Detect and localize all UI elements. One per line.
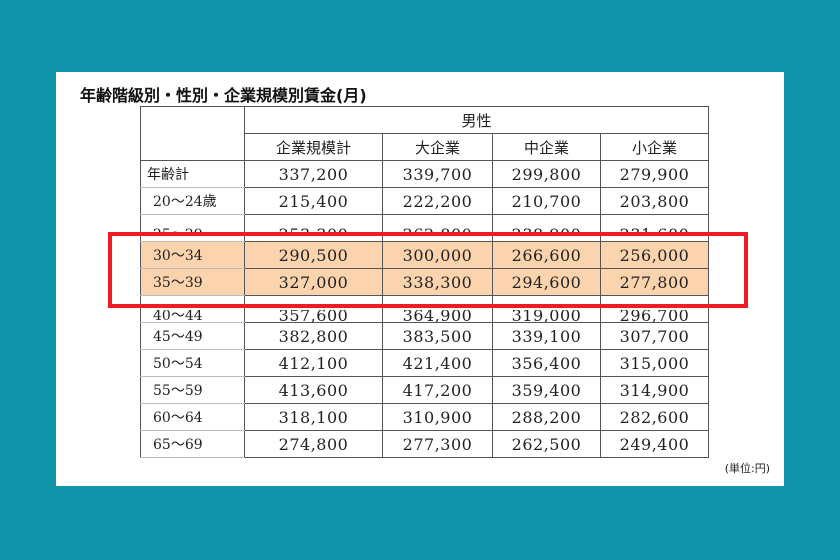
table-row-highlighted: 30〜34 290,500 300,000 266,600 256,000 [140, 241, 709, 269]
table-row: 60〜64 318,100 310,900 288,200 282,600 [140, 403, 709, 431]
age-label: 年齢計 [140, 160, 245, 188]
table-row-highlighted: 35〜39 327,000 338,300 294,600 277,800 [140, 268, 709, 296]
wage-table: 男性 企業規模計 大企業 中企業 小企業 年齢計 337,200 339,700… [140, 106, 709, 458]
table-row: 20〜24歳 215,400 222,200 210,700 203,800 [140, 187, 709, 215]
wage-cell: 314,900 [600, 376, 709, 404]
column-header: 企業規模計 [244, 133, 383, 161]
wage-cell: 339,700 [382, 160, 493, 188]
wage-cell: 238,900 [492, 214, 601, 242]
wage-cell: 288,200 [492, 403, 601, 431]
table-title: 年齢階級別・性別・企業規模別賃金(月) [80, 86, 367, 105]
column-header: 小企業 [600, 133, 709, 161]
wage-cell: 290,500 [244, 241, 383, 269]
age-label: 50〜54 [140, 349, 245, 377]
corner-cell [140, 106, 245, 161]
wage-cell: 274,800 [244, 430, 383, 458]
wage-cell: 413,600 [244, 376, 383, 404]
age-label: 45〜49 [140, 322, 245, 350]
age-label: 30〜34 [140, 241, 245, 269]
wage-cell: 253,300 [244, 214, 383, 242]
table-row: 年齢計 337,200 339,700 299,800 279,900 [140, 160, 709, 188]
wage-cell: 383,500 [382, 322, 493, 350]
wage-cell: 382,800 [244, 322, 383, 350]
wage-cell: 222,200 [382, 187, 493, 215]
wage-cell: 421,400 [382, 349, 493, 377]
wage-cell: 256,000 [600, 241, 709, 269]
age-label: 25〜29 [140, 214, 245, 242]
wage-cell: 310,900 [382, 403, 493, 431]
age-label: 65〜69 [140, 430, 245, 458]
wage-cell: 294,600 [492, 268, 601, 296]
wage-cell: 300,000 [382, 241, 493, 269]
wage-cell: 356,400 [492, 349, 601, 377]
age-label: 20〜24歳 [140, 187, 245, 215]
table-row: 25〜29 253,300 262,800 238,900 231,600 [140, 214, 709, 242]
wage-cell: 277,300 [382, 430, 493, 458]
wage-cell: 364,900 [382, 295, 493, 323]
wage-cell: 307,700 [600, 322, 709, 350]
wage-cell: 279,900 [600, 160, 709, 188]
wage-cell: 299,800 [492, 160, 601, 188]
table-row: 45〜49 382,800 383,500 339,100 307,700 [140, 322, 709, 350]
wage-cell: 249,400 [600, 430, 709, 458]
wage-cell: 262,500 [492, 430, 601, 458]
wage-cell: 339,100 [492, 322, 601, 350]
wage-cell: 282,600 [600, 403, 709, 431]
gender-header: 男性 [244, 106, 709, 134]
wage-cell: 277,800 [600, 268, 709, 296]
wage-cell: 231,600 [600, 214, 709, 242]
wage-cell: 359,400 [492, 376, 601, 404]
wage-cell: 203,800 [600, 187, 709, 215]
age-label: 55〜59 [140, 376, 245, 404]
table-row: 50〜54 412,100 421,400 356,400 315,000 [140, 349, 709, 377]
wage-cell: 337,200 [244, 160, 383, 188]
wage-cell: 318,100 [244, 403, 383, 431]
wage-cell: 412,100 [244, 349, 383, 377]
table-row: 65〜69 274,800 277,300 262,500 249,400 [140, 430, 709, 458]
age-label: 60〜64 [140, 403, 245, 431]
wage-cell: 210,700 [492, 187, 601, 215]
column-header: 中企業 [492, 133, 601, 161]
highlight-box [108, 232, 748, 308]
wage-cell: 338,300 [382, 268, 493, 296]
table-row: 55〜59 413,600 417,200 359,400 314,900 [140, 376, 709, 404]
wage-cell: 315,000 [600, 349, 709, 377]
table-card: 年齢階級別・性別・企業規模別賃金(月) 男性 企業規模計 大企業 中企業 小企業… [56, 72, 784, 486]
unit-note: (単位:円) [724, 462, 770, 475]
wage-cell: 417,200 [382, 376, 493, 404]
wage-cell: 296,700 [600, 295, 709, 323]
wage-cell: 327,000 [244, 268, 383, 296]
wage-cell: 215,400 [244, 187, 383, 215]
column-header: 大企業 [382, 133, 493, 161]
wage-cell: 262,800 [382, 214, 493, 242]
